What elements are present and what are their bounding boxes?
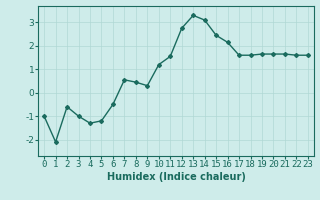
X-axis label: Humidex (Indice chaleur): Humidex (Indice chaleur)	[107, 172, 245, 182]
